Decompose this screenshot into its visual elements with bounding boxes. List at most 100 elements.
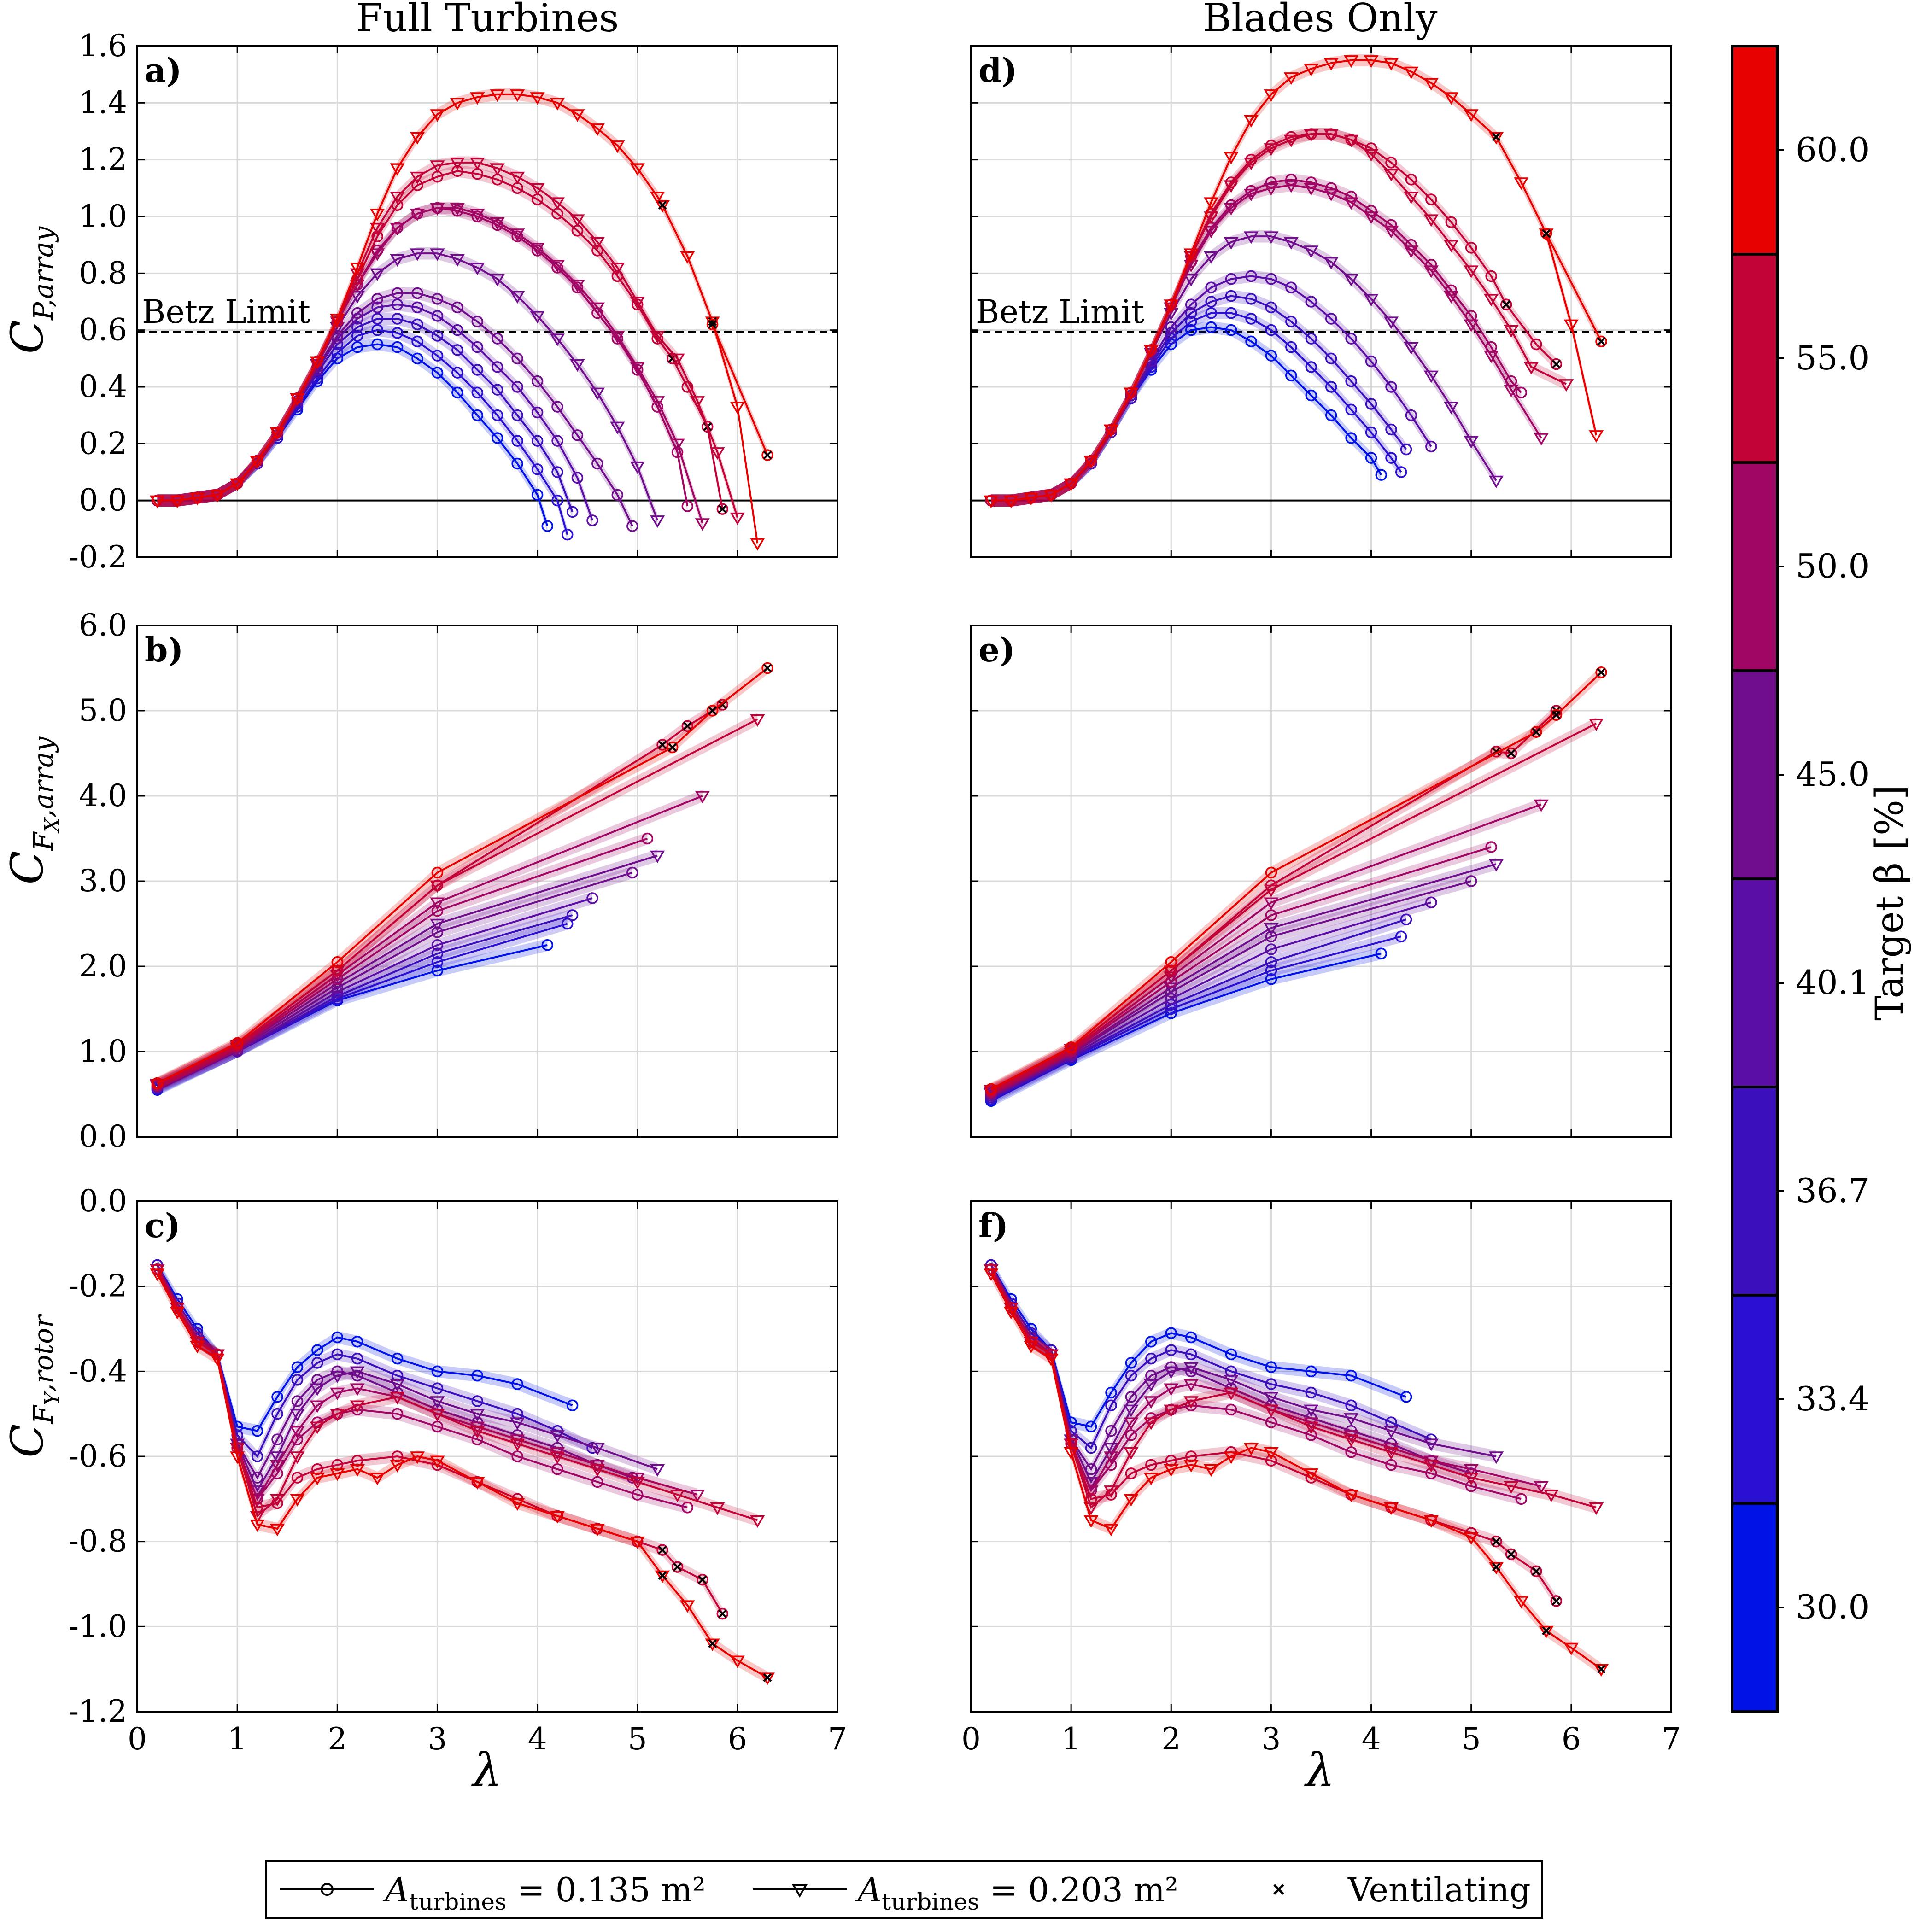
data-point (291, 1361, 304, 1373)
data-point (1304, 1404, 1319, 1417)
data-point (410, 1451, 425, 1464)
data-point (1444, 402, 1459, 415)
data-point (710, 447, 725, 460)
data-point (1285, 316, 1297, 327)
data-point (410, 248, 425, 261)
data-point (750, 538, 765, 551)
data-point (190, 492, 205, 505)
data-point (290, 393, 305, 406)
data-point (1145, 1335, 1157, 1348)
data-point (761, 662, 773, 674)
ventilating-marker (658, 740, 667, 749)
data-point (1165, 321, 1177, 333)
data-point (170, 495, 185, 509)
data-point (626, 866, 638, 879)
data-point (491, 432, 503, 444)
data-point (1024, 1341, 1039, 1354)
data-point (170, 1303, 185, 1315)
data-point (269, 427, 285, 440)
x-tick-label: 6 (728, 1721, 747, 1757)
series-band (991, 704, 1557, 1097)
data-point (671, 446, 684, 458)
x-tick-label: 3 (427, 1721, 447, 1757)
data-point (1204, 197, 1219, 210)
data-point (1385, 423, 1397, 436)
data-point (761, 449, 773, 461)
series-band (157, 713, 758, 1090)
data-point (1245, 293, 1257, 305)
data-point (670, 1490, 685, 1502)
data-point (1024, 492, 1039, 505)
y-tick-label: 1.2 (79, 142, 127, 177)
data-point (1265, 930, 1277, 942)
data-point (630, 1477, 645, 1490)
data-point (1264, 923, 1279, 936)
data-point (370, 222, 385, 236)
ventilating-marker (658, 200, 667, 210)
series-band (157, 312, 573, 518)
data-point (590, 1464, 605, 1477)
series-beta-60-circle (985, 666, 1607, 1095)
panel-b-streamwise-force: 0.0 1.0 2.0 3.0 4.0 5.0 6.0 b) (79, 608, 838, 1154)
data-point (1283, 72, 1299, 85)
data-point (1265, 1361, 1277, 1373)
ventilating-marker (658, 1545, 667, 1555)
data-point (1425, 896, 1437, 908)
data-point (550, 1511, 565, 1524)
data-point (656, 1544, 668, 1556)
data-point (1464, 109, 1479, 122)
data-point (1500, 298, 1512, 310)
data-point (1344, 1413, 1359, 1426)
data-point (566, 1399, 579, 1411)
data-point (431, 310, 444, 322)
data-point (1164, 299, 1179, 312)
series-beta-60-circle (151, 662, 773, 1089)
data-point (1365, 398, 1377, 410)
data-point (1465, 242, 1477, 254)
data-point (1283, 237, 1299, 250)
data-point (1185, 298, 1197, 310)
data-point (1124, 1447, 1139, 1460)
data-point (431, 293, 444, 305)
data-point (611, 489, 624, 501)
data-point (730, 512, 745, 526)
ventilating-marker (1492, 1537, 1501, 1546)
ventilating-marker (698, 1575, 707, 1584)
data-point (1265, 350, 1277, 362)
data-point (1265, 909, 1277, 921)
data-point (690, 1490, 705, 1502)
data-point (370, 209, 385, 222)
data-point (1285, 341, 1297, 353)
data-point (984, 495, 999, 509)
data-point (1593, 1664, 1609, 1677)
colorbar: 30.0 33.4 36.7 40.1 45.0 50.0 55.0 60.0 (1731, 45, 1869, 1713)
data-point (1530, 726, 1542, 738)
data-point (1264, 89, 1279, 102)
data-point (571, 429, 584, 441)
data-point (1425, 440, 1437, 453)
y-tick-label: 0.4 (79, 369, 127, 404)
data-point (510, 291, 525, 304)
y-tick-label: 0.0 (79, 1183, 127, 1219)
y-axis-label-cfy: CFY,rotor (1, 1314, 64, 1458)
data-point (1344, 197, 1359, 210)
data-point (1265, 866, 1277, 879)
x-tick-label: 2 (1161, 1721, 1181, 1757)
data-point (1304, 129, 1319, 142)
data-point (311, 1357, 323, 1369)
data-point (530, 243, 545, 256)
axes-frame (136, 45, 838, 558)
series-line (990, 863, 1497, 1094)
data-point (670, 353, 685, 366)
data-point (1225, 290, 1237, 302)
colorbar-segment (1732, 1503, 1777, 1712)
series-line (990, 1268, 1557, 1602)
data-point (331, 1331, 344, 1344)
data-point (430, 160, 445, 173)
data-point (310, 1383, 325, 1396)
data-point (1344, 134, 1359, 147)
data-point (1164, 1404, 1179, 1417)
data-point (680, 1600, 695, 1613)
colorbar-segment (1732, 671, 1777, 879)
ventilating-marker (683, 721, 692, 731)
